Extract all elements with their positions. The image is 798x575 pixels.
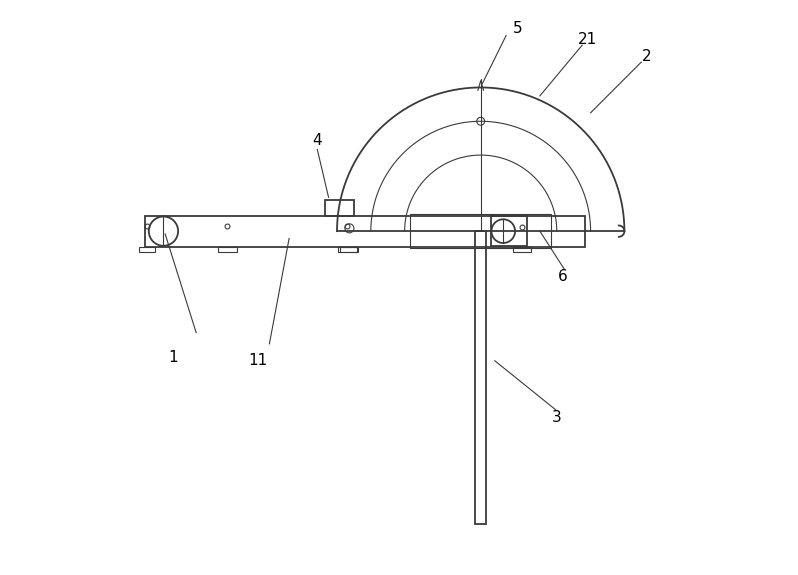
Text: 11: 11 [248, 353, 268, 368]
Text: 4: 4 [313, 133, 322, 148]
Text: 2: 2 [642, 49, 652, 64]
Text: 6: 6 [558, 269, 567, 283]
Text: 3: 3 [552, 409, 562, 424]
Text: 5: 5 [512, 21, 522, 36]
Text: 21: 21 [578, 32, 598, 47]
Text: 1: 1 [169, 350, 179, 366]
